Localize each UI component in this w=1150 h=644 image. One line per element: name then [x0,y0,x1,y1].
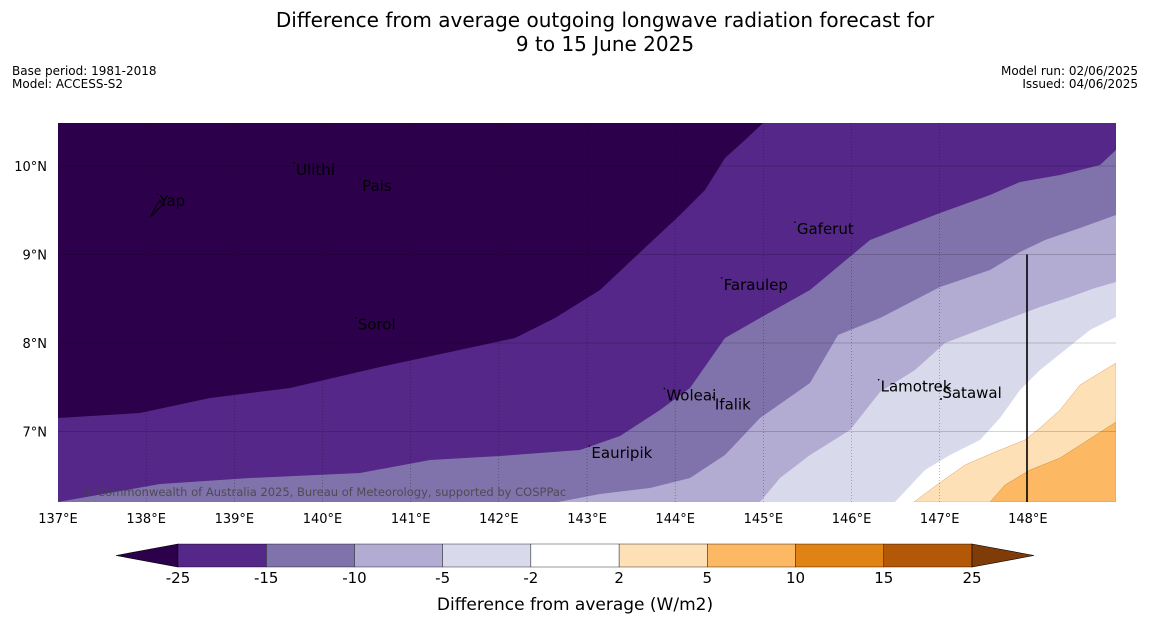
lon-tick-label: 148°E [1008,512,1048,527]
colorbar-tick-label: -15 [254,569,279,587]
island-marker [293,162,295,164]
graticule-lat [58,165,1116,432]
band-5-to-10 [989,421,1116,502]
island-marker [939,385,942,387]
lon-tick-label: 138°E [126,512,166,527]
place-gaferut: Gaferut [794,220,854,238]
atoll-dot [940,398,942,400]
colorbar-tick-label: -10 [342,569,367,587]
lon-tick-label: 142°E [479,512,519,527]
place-label: Faraulep [724,276,788,294]
colorbar-tick-label: 25 [962,569,981,587]
place-label: Lamotrek [881,378,952,396]
colorbar-tick-label: 2 [614,569,624,587]
title-line-1: Difference from average outgoing longwav… [275,8,935,32]
colorbar-tick-label: -2 [523,569,538,587]
place-eauripik: Eauripik [588,444,653,462]
colorbar-tick-label: 10 [786,569,805,587]
lon-tick-label: 140°E [303,512,343,527]
graticule [145,123,941,502]
longitude-tick-labels: 137°E 138°E 139°E 140°E 141°E 142°E 143°E 144°E… [38,512,1047,527]
colorbar-extend-high [971,543,1035,568]
lat-tick-label: 7°N [23,426,48,441]
place-faraulep: Faraulep [720,276,788,294]
place-woleai: Woleai [663,387,716,405]
anomaly-field: © Commonwealth of Australia 2025, Bureau… [58,123,1116,502]
colorbar-segment [795,543,884,568]
place-yap: Yap [156,192,185,210]
place-label: Sorol [358,316,396,334]
lon-tick-label: 145°E [744,512,784,527]
island-marker [359,177,361,180]
lat-tick-label: 9°N [23,249,48,264]
place-label: Ulithi [296,161,335,179]
colorbar-tick-label: -25 [166,569,191,587]
island-marker [588,445,591,447]
base-period: Base period: 1981-2018 [12,64,157,78]
colorbar-segment [177,543,267,568]
place-pais: Pais [359,177,392,195]
place-label: Woleai [666,387,716,405]
model-name: Model: ACCESS-S2 [12,77,124,91]
island-marker [354,316,357,319]
colorbar-segment [883,543,973,568]
lat-tick-label: 10°N [14,160,47,175]
place-label: Gaferut [797,220,854,238]
colorbar-segment [442,543,532,568]
colorbar-tick-label: -5 [435,569,450,587]
title-line-2: 9 to 15 June 2025 [515,32,695,56]
colorbar: -25 -15 -10 -5 -2 2 5 10 15 25 [115,543,1035,587]
place-label: Eauripik [591,444,652,462]
colorbar-segment [354,543,443,568]
yap-island-shape [149,199,164,218]
place-label: Yap [158,192,185,210]
colorbar-segment [618,543,708,568]
colorbar-tick-label: 15 [874,569,893,587]
place-ifalik: Ifalik [712,395,751,413]
chart-title: Difference from average outgoing longwav… [0,8,1150,56]
place-names: Yap Ulithi Pais Sorol Gaferut Faraulep WoleaiI… [156,161,1002,462]
colorbar-segment [530,543,620,568]
place-lamotrek: Lamotrek [877,378,952,396]
lon-tick-label: 141°E [391,512,431,527]
lon-tick-label: 143°E [567,512,607,527]
model-run: Model run: 02/06/2025 [1000,64,1138,78]
lon-tick-label: 144°E [655,512,695,527]
lat-tick-label: 8°N [23,337,48,352]
island-marker [712,396,714,399]
island-marker [794,221,796,223]
place-label: Satawal [942,384,1001,402]
lon-tick-label: 147°E [920,512,960,527]
place-label: Pais [362,177,392,195]
place-ulithi: Ulithi [293,161,335,179]
lon-tick-label: 146°E [832,512,872,527]
colorbar-extend-low [115,543,179,568]
lon-tick-label: 137°E [38,512,78,527]
place-label: Ifalik [715,395,751,413]
latitude-tick-labels: 10°N 9°N 8°N 7°N [14,160,47,441]
island-marker [156,193,159,195]
place-sorol: Sorol [354,316,396,334]
meta-right: Model run: 02/06/2025 Issued: 04/06/2025 [1001,65,1138,91]
island-marker [663,387,666,390]
colorbar-segment [266,543,355,568]
meta-left: Base period: 1981-2018 Model: ACCESS-S2 [12,65,157,91]
island-marker [720,277,723,279]
place-satawal: Satawal [939,384,1002,402]
lon-tick-label: 139°E [215,512,255,527]
colorbar-segment [707,543,796,568]
copyright-notice: © Commonwealth of Australia 2025, Bureau… [82,485,566,499]
issued-date: Issued: 04/06/2025 [1022,77,1138,91]
colorbar-tick-label: 5 [703,569,713,587]
colorbar-label: Difference from average (W/m2) [437,595,713,615]
island-marker [877,378,880,381]
